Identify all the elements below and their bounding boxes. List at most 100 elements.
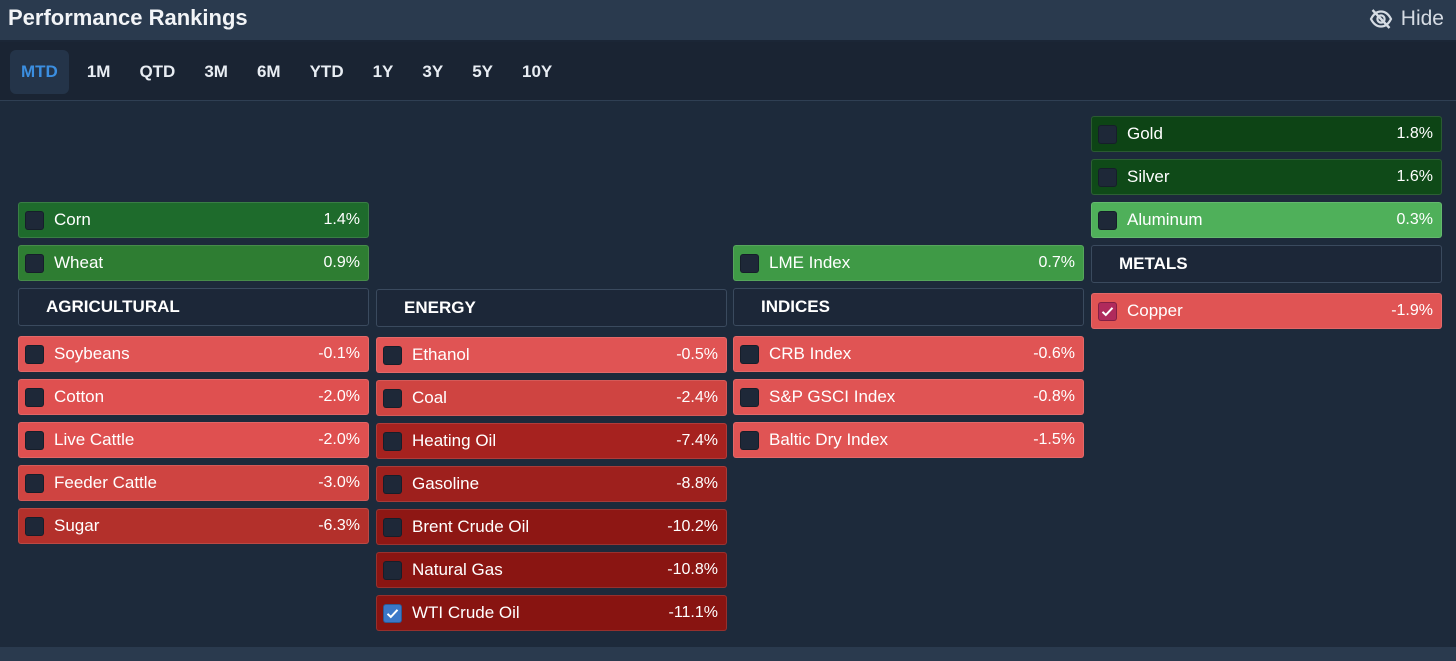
ranking-item-gold[interactable]: Gold 1.8% — [1091, 116, 1442, 152]
bottom-edge — [0, 647, 1456, 661]
item-value: -1.5% — [1033, 431, 1075, 448]
ranking-item-brent-crude-oil[interactable]: Brent Crude Oil -10.2% — [376, 509, 727, 545]
item-name: Cotton — [54, 387, 105, 406]
item-value: -8.8% — [676, 475, 718, 492]
ranking-item-baltic-dry-index[interactable]: Baltic Dry Index -1.5% — [733, 422, 1084, 458]
item-name: Copper — [1127, 301, 1183, 320]
item-value: -2.0% — [318, 431, 360, 448]
category-header-energy: ENERGY — [376, 289, 727, 327]
tab-5y[interactable]: 5Y — [472, 62, 493, 81]
tab-1y[interactable]: 1Y — [372, 62, 394, 81]
item-value: 0.3% — [1396, 211, 1433, 228]
tab-1m[interactable]: 1M — [86, 62, 111, 81]
checkbox[interactable] — [25, 430, 44, 450]
item-name: Brent Crude Oil — [412, 517, 530, 536]
tab-10y[interactable]: 10Y — [521, 62, 553, 81]
eye-slash-icon — [1369, 8, 1393, 30]
item-name: Ethanol — [412, 345, 470, 364]
checkbox[interactable] — [25, 344, 44, 364]
ranking-item-heating-oil[interactable]: Heating Oil -7.4% — [376, 423, 727, 459]
ranking-item-lme-index[interactable]: LME Index 0.7% — [733, 245, 1084, 281]
ranking-item-sugar[interactable]: Sugar -6.3% — [18, 508, 369, 544]
checkbox-checked[interactable] — [383, 603, 402, 623]
ranking-item-feeder-cattle[interactable]: Feeder Cattle -3.0% — [18, 465, 369, 501]
checkbox[interactable] — [383, 517, 402, 537]
ranking-item-copper[interactable]: Copper -1.9% — [1091, 293, 1442, 329]
item-name: Baltic Dry Index — [769, 430, 889, 449]
checkbox[interactable] — [25, 387, 44, 407]
checkbox[interactable] — [1098, 210, 1117, 230]
checkbox[interactable] — [25, 253, 44, 273]
item-name: LME Index — [769, 253, 851, 272]
item-name: Gold — [1127, 124, 1163, 143]
checkbox[interactable] — [383, 474, 402, 494]
ranking-item-corn[interactable]: Corn 1.4% — [18, 202, 369, 238]
item-name: Live Cattle — [54, 430, 135, 449]
category-header-indices: INDICES — [733, 288, 1084, 326]
ranking-item-wti-crude-oil[interactable]: WTI Crude Oil -11.1% — [376, 595, 727, 631]
checkbox[interactable] — [1098, 167, 1117, 187]
ranking-item-gasoline[interactable]: Gasoline -8.8% — [376, 466, 727, 502]
ranking-item-silver[interactable]: Silver 1.6% — [1091, 159, 1442, 195]
item-value: -2.4% — [676, 389, 718, 406]
item-name: CRB Index — [769, 344, 852, 363]
item-name: Silver — [1127, 167, 1170, 186]
ranking-item-coal[interactable]: Coal -2.4% — [376, 380, 727, 416]
checkbox[interactable] — [383, 560, 402, 580]
item-value: 1.6% — [1396, 168, 1433, 185]
checkbox[interactable] — [383, 345, 402, 365]
item-value: -0.5% — [676, 346, 718, 363]
checkbox[interactable] — [383, 388, 402, 408]
ranking-item-soybeans[interactable]: Soybeans -0.1% — [18, 336, 369, 372]
category-header-metals: METALS — [1091, 245, 1442, 283]
period-tabs: MTD 1M QTD 3M 6M YTD 1Y 3Y 5Y 10Y — [10, 50, 570, 94]
tab-mtd[interactable]: MTD — [10, 50, 69, 94]
category-header-agricultural: AGRICULTURAL — [18, 288, 369, 326]
tab-3m[interactable]: 3M — [204, 62, 228, 81]
item-name: Wheat — [54, 253, 104, 272]
item-value: -0.6% — [1033, 345, 1075, 362]
ranking-item-natural-gas[interactable]: Natural Gas -10.8% — [376, 552, 727, 588]
panel-header: Performance Rankings Hide — [0, 0, 1456, 40]
checkbox[interactable] — [740, 387, 759, 407]
item-name: WTI Crude Oil — [412, 603, 520, 622]
checkbox[interactable] — [1098, 124, 1117, 144]
item-name: Coal — [412, 388, 447, 407]
hide-button[interactable]: Hide — [1369, 6, 1444, 32]
ranking-item-cotton[interactable]: Cotton -2.0% — [18, 379, 369, 415]
item-value: -1.9% — [1391, 302, 1433, 319]
ranking-item-live-cattle[interactable]: Live Cattle -2.0% — [18, 422, 369, 458]
ranking-item-wheat[interactable]: Wheat 0.9% — [18, 245, 369, 281]
energy-column: ENERGY Ethanol -0.5% Coal -2.4% Heating Oil -7… — [376, 289, 727, 638]
tab-3y[interactable]: 3Y — [422, 62, 444, 81]
item-value: 0.9% — [323, 254, 360, 271]
item-value: -10.8% — [667, 561, 718, 578]
item-value: -2.0% — [318, 388, 360, 405]
ranking-item-crb-index[interactable]: CRB Index -0.6% — [733, 336, 1084, 372]
tab-ytd[interactable]: YTD — [309, 62, 344, 81]
checkbox[interactable] — [740, 430, 759, 450]
item-name: Aluminum — [1127, 210, 1203, 229]
item-name: S&P GSCI Index — [769, 387, 896, 406]
item-value: 0.7% — [1038, 254, 1075, 271]
item-name: Corn — [54, 210, 91, 229]
indices-column: LME Index 0.7% INDICES CRB Index -0.6% S&P GS… — [733, 245, 1084, 465]
ranking-item-ethanol[interactable]: Ethanol -0.5% — [376, 337, 727, 373]
checkbox[interactable] — [740, 253, 759, 273]
ranking-item-sandp-gsci-index[interactable]: S&P GSCI Index -0.8% — [733, 379, 1084, 415]
tab-6m[interactable]: 6M — [256, 62, 281, 81]
period-tab-bar: MTD 1M QTD 3M 6M YTD 1Y 3Y 5Y 10Y — [0, 42, 1456, 101]
check-icon — [1101, 306, 1114, 317]
checkbox[interactable] — [383, 431, 402, 451]
item-name: Soybeans — [54, 344, 130, 363]
rankings-content: Corn 1.4% Wheat 0.9% AGRICULTURAL Soybeans -0.… — [0, 101, 1450, 647]
tab-qtd[interactable]: QTD — [139, 62, 176, 81]
item-name: Feeder Cattle — [54, 473, 157, 492]
checkbox[interactable] — [740, 344, 759, 364]
checkbox[interactable] — [25, 473, 44, 493]
checkbox-checked[interactable] — [1098, 301, 1117, 321]
checkbox[interactable] — [25, 210, 44, 230]
ranking-item-aluminum[interactable]: Aluminum 0.3% — [1091, 202, 1442, 238]
item-name: Natural Gas — [412, 560, 503, 579]
checkbox[interactable] — [25, 516, 44, 536]
